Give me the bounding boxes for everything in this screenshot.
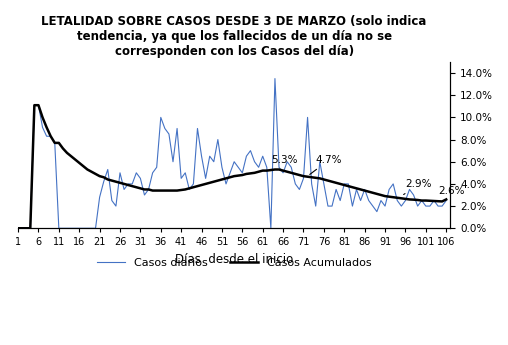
- Casos diarios: [296, 187, 302, 191]
- Text: 2.9%: 2.9%: [404, 179, 432, 195]
- Text: 4.7%: 4.7%: [310, 155, 342, 175]
- Title: LETALIDAD SOBRE CASOS DESDE 3 DE MARZO (solo indica
tendencia, ya que los fallec: LETALIDAD SOBRE CASOS DESDE 3 DE MARZO (…: [42, 15, 427, 58]
- Casos diarios: [390, 182, 396, 186]
- Casos Acumulados: [312, 176, 319, 180]
- Casos Acumulados: [27, 226, 34, 230]
- Casos Acumulados: [272, 167, 278, 171]
- Casos Acumulados: [390, 195, 396, 199]
- Casos diarios: [268, 226, 274, 230]
- Casos diarios: [15, 226, 21, 230]
- Text: 2.6%: 2.6%: [438, 186, 464, 196]
- Casos Acumulados: [443, 197, 449, 201]
- Casos diarios: [443, 198, 449, 203]
- Casos Acumulados: [296, 173, 302, 177]
- Casos diarios: [312, 204, 319, 208]
- Text: 5.3%: 5.3%: [271, 155, 297, 165]
- Casos diarios: [264, 165, 270, 169]
- Legend: Casos diarios, Casos Acumulados: Casos diarios, Casos Acumulados: [93, 254, 375, 273]
- Casos Acumulados: [31, 103, 38, 107]
- Casos diarios: [27, 226, 34, 230]
- Line: Casos Acumulados: Casos Acumulados: [18, 105, 446, 228]
- Casos Acumulados: [268, 168, 274, 172]
- X-axis label: Días  desde el inicio: Días desde el inicio: [175, 253, 293, 266]
- Line: Casos diarios: Casos diarios: [18, 79, 446, 228]
- Casos Acumulados: [15, 226, 21, 230]
- Casos diarios: [272, 77, 278, 81]
